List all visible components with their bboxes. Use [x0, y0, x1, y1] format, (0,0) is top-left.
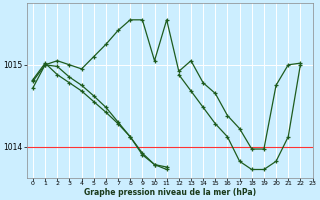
X-axis label: Graphe pression niveau de la mer (hPa): Graphe pression niveau de la mer (hPa): [84, 188, 256, 197]
